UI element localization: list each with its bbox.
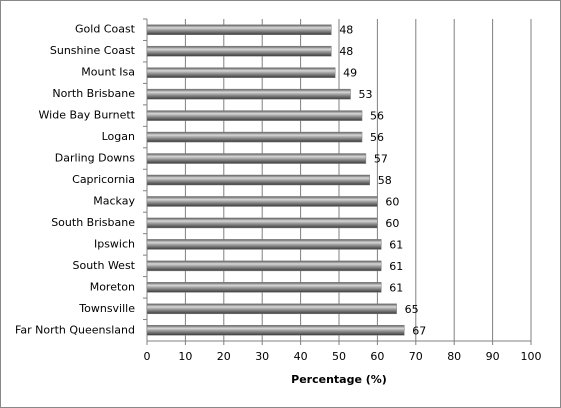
y-tick-label: Ipswich xyxy=(94,237,135,250)
x-tick-label: 70 xyxy=(409,350,423,363)
x-axis-title: Percentage (%) xyxy=(291,373,387,386)
bar xyxy=(146,153,367,164)
y-tick-label: South West xyxy=(72,259,135,272)
bar xyxy=(146,45,332,57)
bar xyxy=(146,196,378,207)
data-label: 58 xyxy=(378,174,392,187)
x-tick-label: 50 xyxy=(332,350,346,363)
data-label: 48 xyxy=(339,24,353,37)
data-label: 60 xyxy=(385,217,399,230)
y-tick-label: Gold Coast xyxy=(75,23,136,36)
y-tick-label: Sunshine Coast xyxy=(50,44,136,57)
data-label: 67 xyxy=(412,324,426,337)
y-tick-label: Far North Queensland xyxy=(15,323,135,336)
x-tick-label: 10 xyxy=(178,350,192,363)
y-tick-label: Mount Isa xyxy=(81,66,135,79)
data-label: 57 xyxy=(374,153,388,166)
bar xyxy=(146,325,405,336)
y-tick-label: Townsville xyxy=(78,302,135,315)
bar xyxy=(146,88,351,100)
x-tick-label: 90 xyxy=(486,350,500,363)
bar xyxy=(146,282,382,293)
bar xyxy=(146,67,336,78)
data-label: 48 xyxy=(339,45,353,58)
data-label: 61 xyxy=(389,238,403,251)
bar xyxy=(146,174,370,186)
bar xyxy=(146,24,332,35)
x-tick-label: 20 xyxy=(217,350,231,363)
data-label: 56 xyxy=(370,131,384,144)
y-tick-label: Capricornia xyxy=(72,173,135,186)
bar xyxy=(146,303,397,315)
bar xyxy=(146,131,363,143)
data-label: 53 xyxy=(359,88,373,101)
y-tick-label: Logan xyxy=(102,130,135,143)
bar xyxy=(146,110,363,121)
y-tick-label: Wide Bay Burnett xyxy=(39,109,136,122)
bar xyxy=(146,239,382,250)
y-tick-label: Moreton xyxy=(90,280,135,293)
y-tick-label: South Brisbane xyxy=(51,216,135,229)
data-label: 49 xyxy=(343,67,357,80)
data-label: 61 xyxy=(389,281,403,294)
y-tick-label: Darling Downs xyxy=(55,152,135,165)
x-tick-label: 0 xyxy=(144,350,151,363)
y-tick-label: North Brisbane xyxy=(52,87,135,100)
x-tick-label: 60 xyxy=(370,350,384,363)
x-tick-label: 100 xyxy=(521,350,542,363)
data-label: 61 xyxy=(389,260,403,273)
data-label: 60 xyxy=(385,195,399,208)
bar xyxy=(146,217,378,229)
x-tick-label: 80 xyxy=(447,350,461,363)
x-tick-label: 30 xyxy=(255,350,269,363)
x-tick-label: 40 xyxy=(294,350,308,363)
data-label: 56 xyxy=(370,110,384,123)
bar xyxy=(146,260,382,272)
data-label: 65 xyxy=(405,303,419,316)
y-tick-label: Mackay xyxy=(93,194,135,207)
